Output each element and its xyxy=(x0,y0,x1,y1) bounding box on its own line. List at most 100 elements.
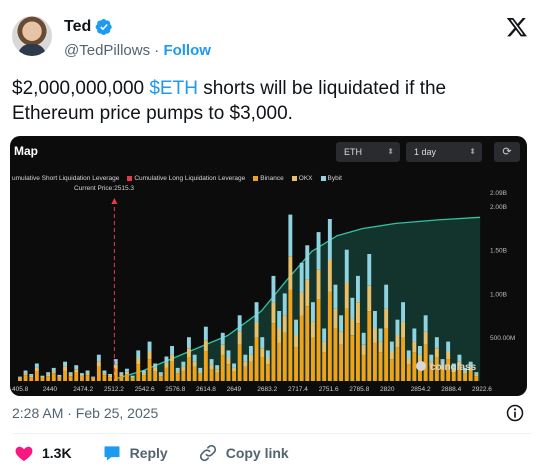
symbol-select[interactable]: ETH ⬍ xyxy=(336,142,400,162)
reply-icon xyxy=(104,446,120,461)
chart-image[interactable]: 2.09B 2.00B 1.50B 1.00B 500.00M 405.8 2440 2474… xyxy=(10,136,527,396)
legend-label-binance: Binance xyxy=(260,175,284,182)
bar-binance xyxy=(344,308,349,381)
bar-bybit xyxy=(434,337,439,349)
follow-button[interactable]: Follow xyxy=(163,42,211,59)
bar-binance xyxy=(181,370,186,381)
bar-binance xyxy=(434,356,439,381)
bar-binance xyxy=(220,354,225,381)
reply-button[interactable]: Reply xyxy=(102,443,168,463)
bar-okx xyxy=(198,371,203,374)
bar-bybit xyxy=(147,341,152,352)
legend-label-short: umulative Short Liquidation Leverage xyxy=(12,175,120,182)
bar-okx xyxy=(463,371,467,374)
bar-bybit xyxy=(401,302,405,322)
bar-bybit xyxy=(367,254,372,286)
bar-okx xyxy=(378,341,383,353)
bar-okx xyxy=(322,341,327,353)
bar-bybit xyxy=(170,346,174,355)
copy-link-button[interactable]: Copy link xyxy=(198,443,289,463)
bar-bybit xyxy=(333,284,338,309)
legend-item-short[interactable]: umulative Short Liquidation Leverage xyxy=(12,175,119,182)
bar-okx xyxy=(339,331,343,345)
info-icon[interactable] xyxy=(505,403,525,423)
bar-okx xyxy=(85,373,90,376)
bar-okx xyxy=(203,340,208,352)
legend-item-long[interactable]: Cumulative Long Liquidation Leverage xyxy=(127,175,245,182)
bar-binance xyxy=(63,370,67,381)
bar-bybit xyxy=(395,319,400,335)
bar-bybit xyxy=(254,302,259,322)
x-tick-label: 2751.6 xyxy=(319,386,339,393)
x-tick-label: 2922.6 xyxy=(472,386,492,393)
author-handle[interactable]: @TedPillows xyxy=(64,42,151,59)
bar-binance xyxy=(406,364,411,381)
short-liquidation-line xyxy=(113,216,481,380)
bar-bybit xyxy=(327,219,332,260)
bar-okx xyxy=(282,315,287,333)
bar-bybit xyxy=(125,368,129,372)
bar-binance xyxy=(40,378,45,381)
bar-okx xyxy=(142,373,146,376)
x-tick-label: 2512.2 xyxy=(104,386,124,393)
legend-item-bybit[interactable]: Bybit xyxy=(320,175,342,182)
bar-binance xyxy=(294,347,298,381)
bar-binance xyxy=(384,328,389,381)
bar-binance xyxy=(463,373,467,381)
bar-binance xyxy=(142,375,146,381)
bar-binance xyxy=(203,351,208,381)
bar-okx xyxy=(226,358,231,365)
legend-item-binance[interactable]: Binance xyxy=(253,175,284,182)
bar-binance xyxy=(316,299,321,381)
bar-okx xyxy=(96,361,101,367)
bar-okx xyxy=(305,279,310,307)
bar-binance xyxy=(333,328,338,381)
legend-swatch xyxy=(291,176,297,181)
bar-binance xyxy=(311,337,315,381)
bar-binance xyxy=(395,347,400,381)
bar-binance xyxy=(277,342,282,381)
avatar[interactable] xyxy=(12,16,52,56)
legend-label-okx: OKX xyxy=(298,175,313,182)
bar-okx xyxy=(102,373,107,376)
bar-okx xyxy=(434,348,439,357)
tweet-timestamp[interactable]: 2:28 AM · Feb 25, 2025 xyxy=(12,405,159,421)
bar-okx xyxy=(232,367,236,372)
refresh-button[interactable]: ⟳ xyxy=(494,142,520,162)
bar-okx xyxy=(418,354,422,362)
bar-okx xyxy=(401,321,405,338)
interval-select[interactable]: 1 day ⬍ xyxy=(406,142,482,162)
cashtag-link[interactable]: $ETH xyxy=(149,78,198,99)
bar-bybit xyxy=(158,372,163,375)
bar-okx xyxy=(243,361,248,367)
x-logo-icon[interactable] xyxy=(506,16,528,38)
bar-bybit xyxy=(299,262,304,293)
bar-okx xyxy=(373,328,377,343)
bar-bybit xyxy=(119,372,124,375)
bar-okx xyxy=(74,369,79,373)
bar-okx xyxy=(57,376,62,378)
bar-okx xyxy=(108,375,112,378)
bar-okx xyxy=(254,321,259,338)
bar-okx xyxy=(158,374,163,377)
bar-binance xyxy=(29,377,34,381)
bar-okx xyxy=(113,364,118,369)
bar-okx xyxy=(412,341,417,353)
bar-binance xyxy=(226,364,231,381)
bar-binance xyxy=(373,342,377,381)
bar-binance xyxy=(457,366,462,381)
bar-binance xyxy=(209,369,214,381)
bar-binance xyxy=(378,352,383,381)
bar-bybit xyxy=(46,372,51,375)
author-name[interactable]: Ted xyxy=(64,18,92,35)
bar-okx xyxy=(237,331,242,345)
bar-okx xyxy=(350,318,355,336)
bar-bybit xyxy=(198,367,203,372)
legend-item-okx[interactable]: OKX xyxy=(291,175,313,182)
bar-binance xyxy=(108,377,112,381)
bar-okx xyxy=(311,321,315,338)
like-button[interactable]: 1.3K xyxy=(14,443,72,463)
x-tick-label: 2785.8 xyxy=(349,386,369,393)
bar-bybit xyxy=(74,365,79,370)
bar-bybit xyxy=(34,363,39,368)
